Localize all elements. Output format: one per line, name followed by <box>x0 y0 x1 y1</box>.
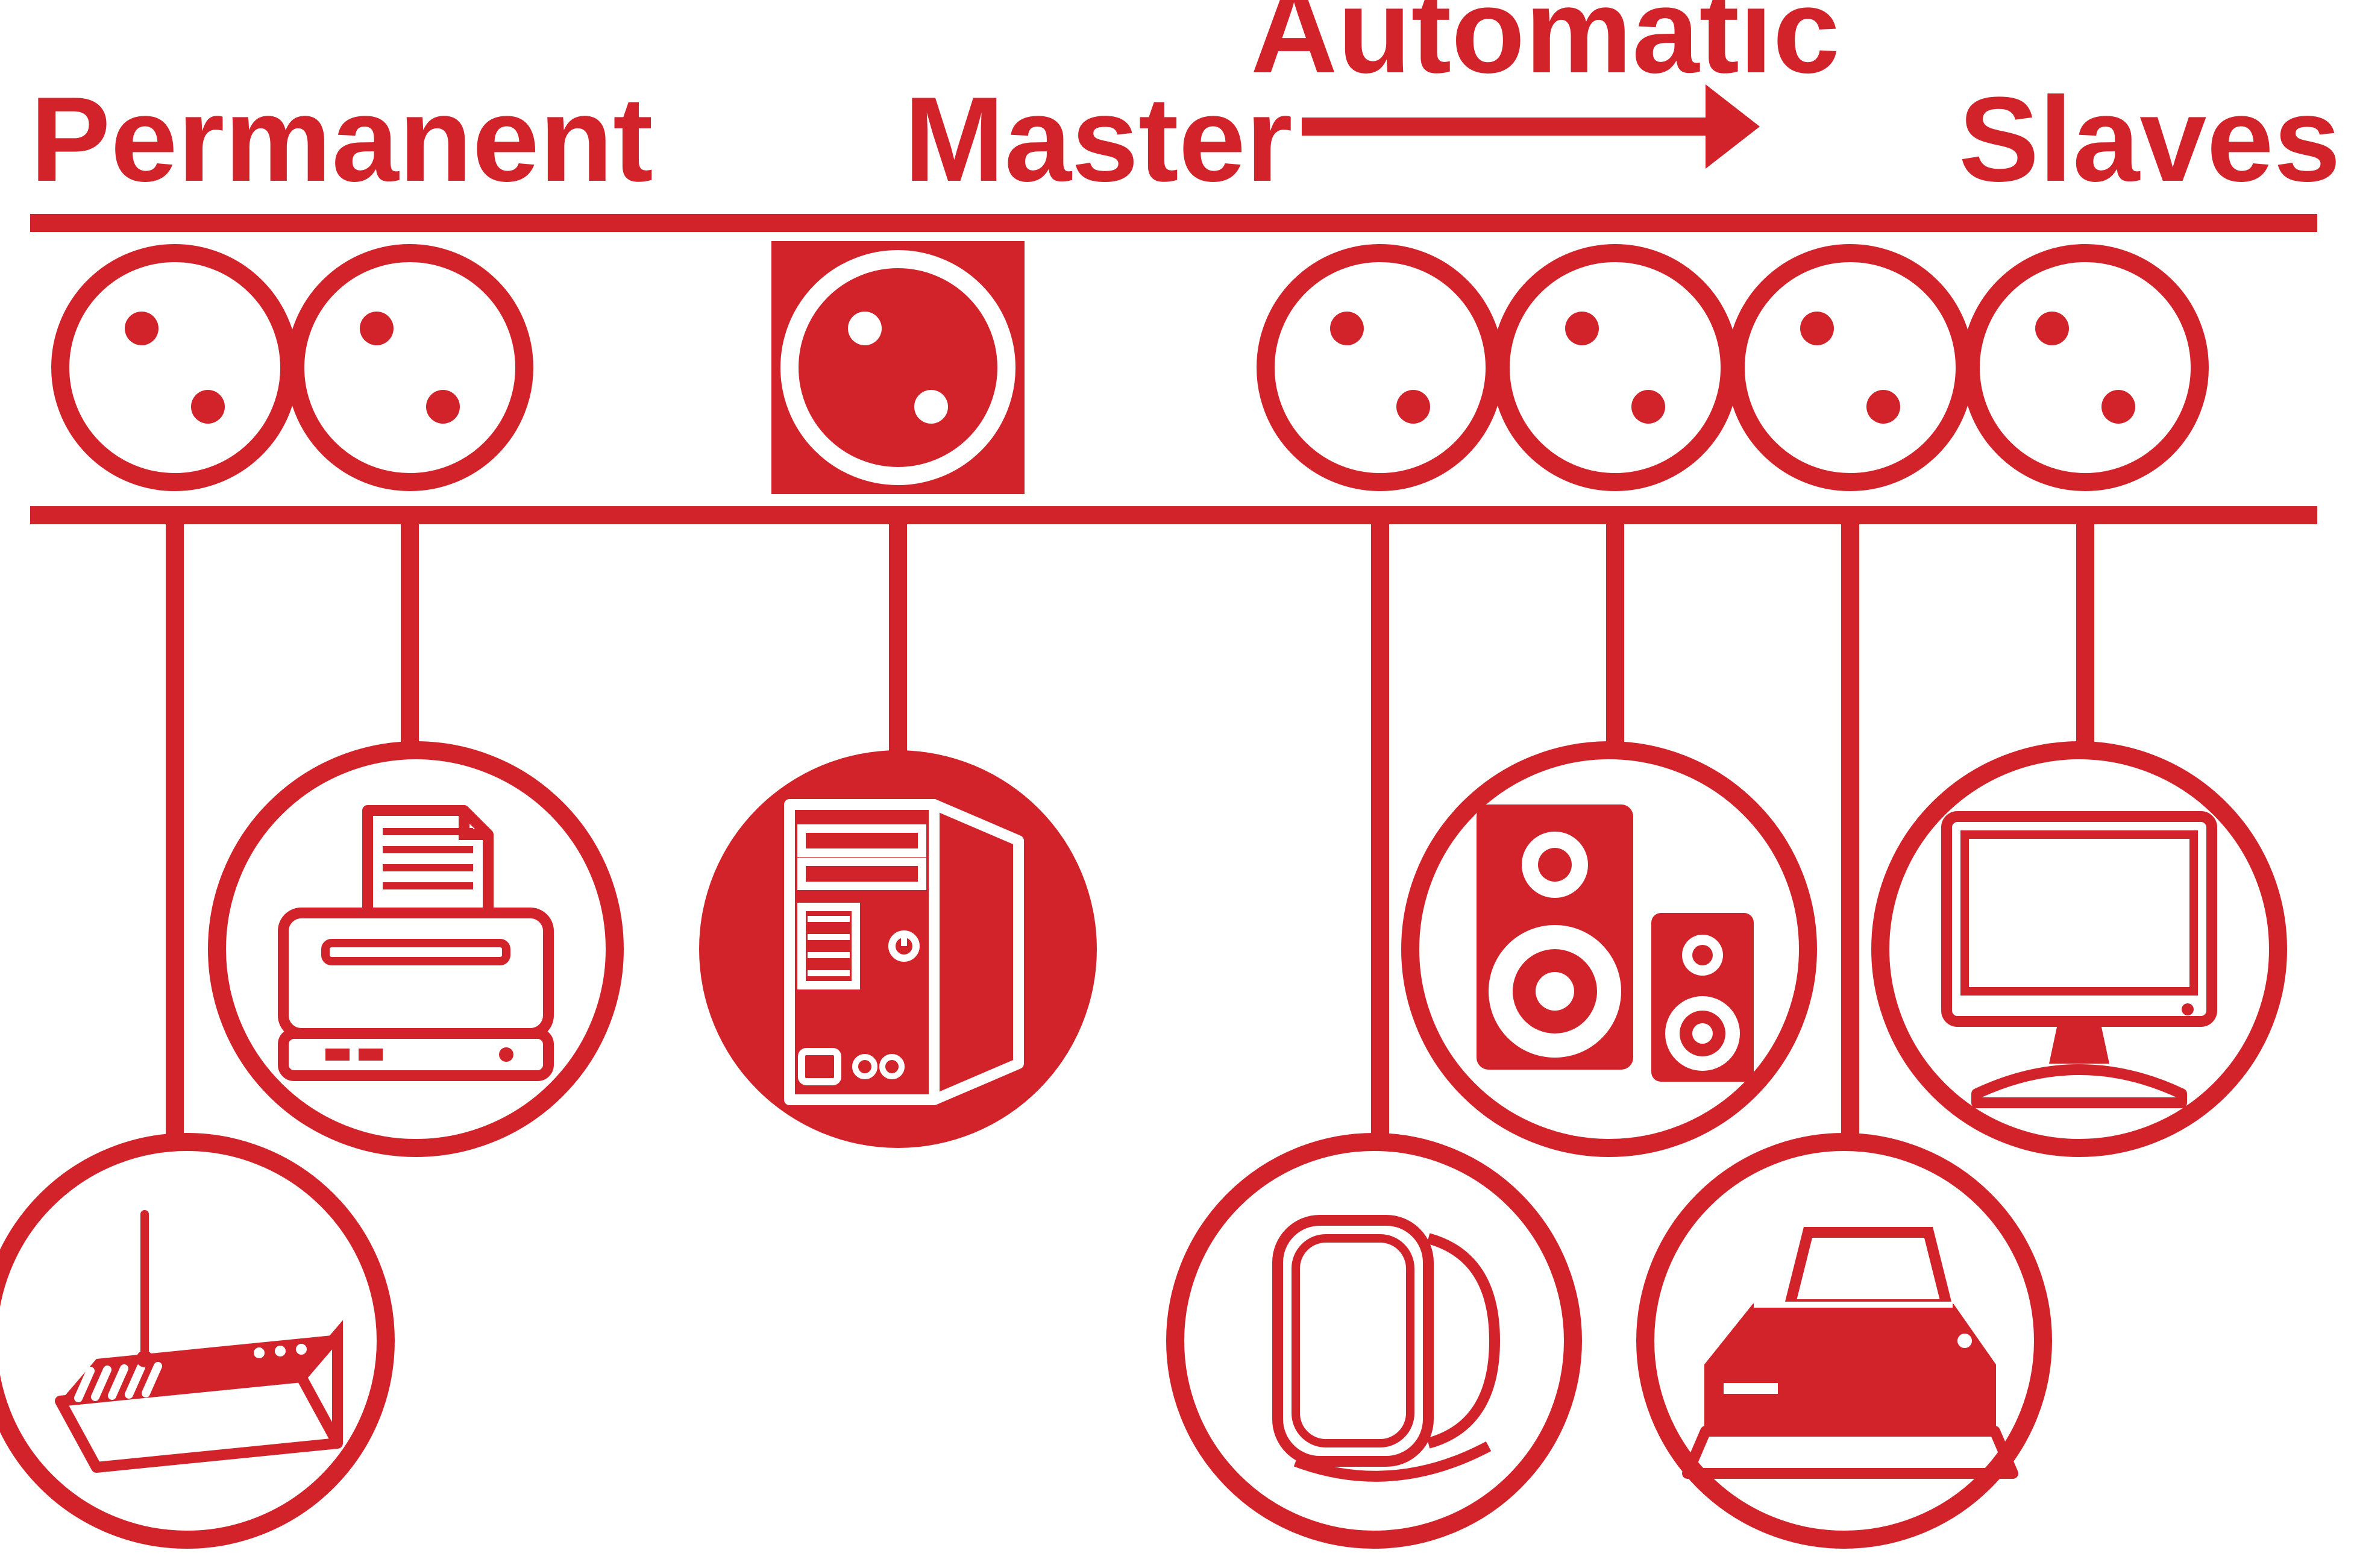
socket-permanent-1 <box>60 253 289 482</box>
device-router <box>0 1142 386 1540</box>
device-fax <box>217 750 615 1148</box>
socket-slave-3 <box>1736 253 1965 482</box>
label-slaves: Slaves <box>1959 72 2341 207</box>
device-speakers <box>1410 750 1808 1148</box>
device-monitor <box>1880 750 2278 1148</box>
device-printer <box>1645 1142 2043 1540</box>
socket-master <box>771 241 1025 494</box>
socket-slave-4 <box>1971 253 2200 482</box>
label-master: Master <box>904 72 1293 207</box>
device-pc <box>699 750 1097 1148</box>
label-permanent: Permanent <box>30 72 653 207</box>
label-automatic: Automatic <box>1251 0 1840 98</box>
socket-permanent-2 <box>295 253 524 482</box>
socket-slave-2 <box>1501 253 1730 482</box>
socket-slave-1 <box>1266 253 1495 482</box>
device-hdd <box>1175 1142 1573 1540</box>
